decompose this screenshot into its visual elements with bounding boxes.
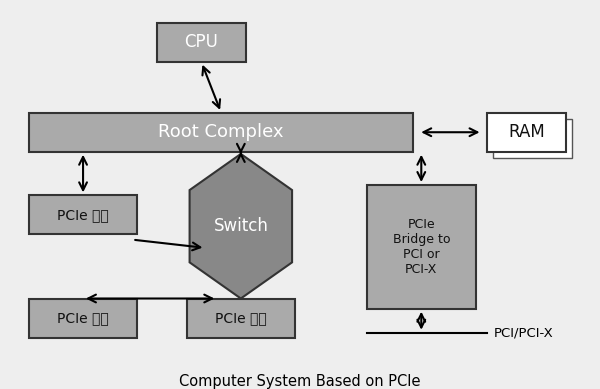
Text: RAM: RAM	[508, 123, 545, 141]
Bar	[157, 23, 246, 62]
Bar	[367, 185, 476, 309]
Text: PCIe
Bridge to
PCI or
PCI-X: PCIe Bridge to PCI or PCI-X	[392, 218, 450, 276]
Text: PCIe 设备: PCIe 设备	[215, 311, 267, 325]
Text: Switch: Switch	[214, 217, 268, 235]
Bar	[187, 298, 295, 338]
Text: PCIe 设备: PCIe 设备	[57, 208, 109, 222]
Text: PCI/PCI-X: PCI/PCI-X	[493, 326, 553, 339]
Polygon shape	[190, 154, 292, 298]
Text: Root Complex: Root Complex	[158, 123, 284, 141]
Bar	[29, 195, 137, 235]
Text: CPU: CPU	[184, 33, 218, 51]
Bar	[493, 119, 572, 158]
Bar	[487, 112, 566, 152]
Text: PCIe 设备: PCIe 设备	[57, 311, 109, 325]
Text: Computer System Based on PCIe: Computer System Based on PCIe	[179, 373, 421, 389]
Bar	[29, 112, 413, 152]
Bar	[29, 298, 137, 338]
